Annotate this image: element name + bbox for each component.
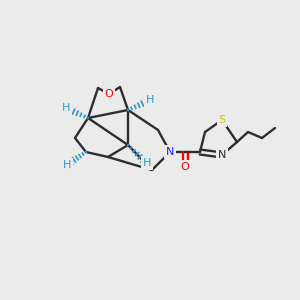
Text: S: S: [218, 115, 226, 125]
Text: H: H: [63, 160, 71, 170]
Text: H: H: [143, 158, 151, 168]
Text: H: H: [62, 103, 70, 113]
Text: H: H: [146, 95, 154, 105]
Text: O: O: [181, 162, 189, 172]
Text: O: O: [105, 89, 113, 99]
Text: N: N: [166, 147, 174, 157]
Text: N: N: [218, 150, 226, 160]
